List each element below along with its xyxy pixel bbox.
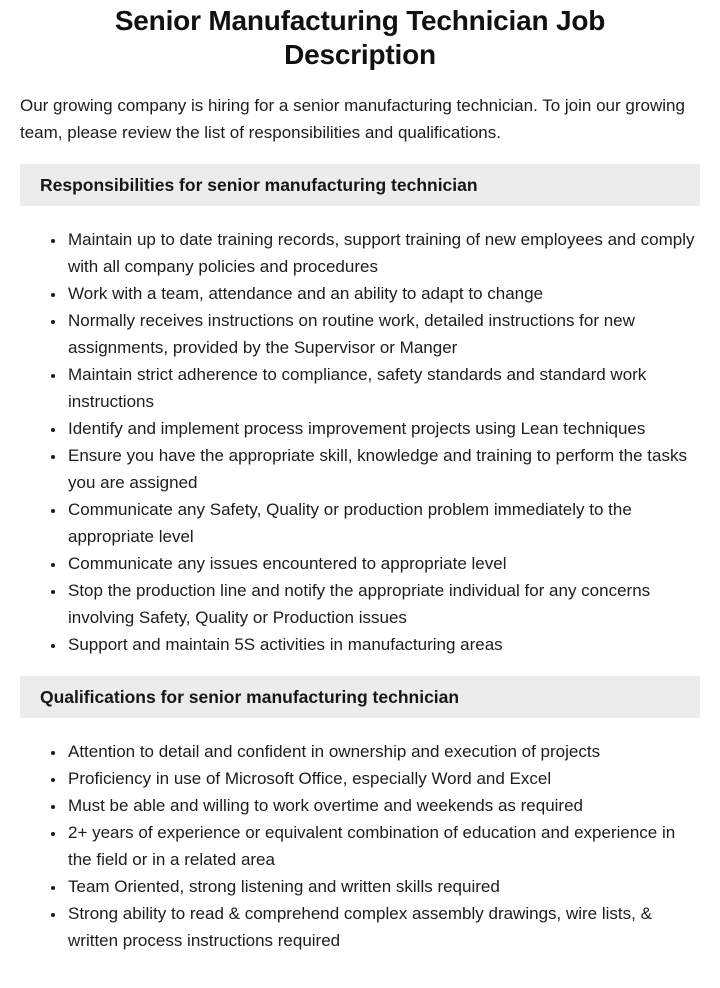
responsibilities-section: Responsibilities for senior manufacturin… bbox=[20, 164, 700, 658]
page-title: Senior Manufacturing Technician Job Desc… bbox=[114, 5, 606, 70]
list-item: Must be able and willing to work overtim… bbox=[66, 792, 700, 819]
list-item: Stop the production line and notify the … bbox=[66, 577, 700, 631]
list-item: 2+ years of experience or equivalent com… bbox=[66, 819, 700, 873]
list-item: Team Oriented, strong listening and writ… bbox=[66, 873, 700, 900]
qualifications-heading: Qualifications for senior manufacturing … bbox=[20, 676, 700, 718]
list-item: Ensure you have the appropriate skill, k… bbox=[66, 442, 700, 496]
list-item: Work with a team, attendance and an abil… bbox=[66, 280, 700, 307]
list-item: Support and maintain 5S activities in ma… bbox=[66, 631, 700, 658]
list-item: Normally receives instructions on routin… bbox=[66, 307, 700, 361]
responsibilities-heading: Responsibilities for senior manufacturin… bbox=[20, 164, 700, 206]
list-item: Communicate any issues encountered to ap… bbox=[66, 550, 700, 577]
qualifications-list: Attention to detail and confident in own… bbox=[20, 738, 700, 954]
list-item: Strong ability to read & comprehend comp… bbox=[66, 900, 700, 954]
list-item: Maintain up to date training records, su… bbox=[66, 226, 700, 280]
list-item: Communicate any Safety, Quality or produ… bbox=[66, 496, 700, 550]
list-item: Identify and implement process improveme… bbox=[66, 415, 700, 442]
list-item: Attention to detail and confident in own… bbox=[66, 738, 700, 765]
responsibilities-list: Maintain up to date training records, su… bbox=[20, 226, 700, 658]
list-item: Maintain strict adherence to compliance,… bbox=[66, 361, 700, 415]
list-item: Proficiency in use of Microsoft Office, … bbox=[66, 765, 700, 792]
intro-paragraph: Our growing company is hiring for a seni… bbox=[20, 96, 685, 142]
job-description-page: Senior Manufacturing Technician Job Desc… bbox=[0, 4, 720, 984]
qualifications-section: Qualifications for senior manufacturing … bbox=[20, 676, 700, 954]
